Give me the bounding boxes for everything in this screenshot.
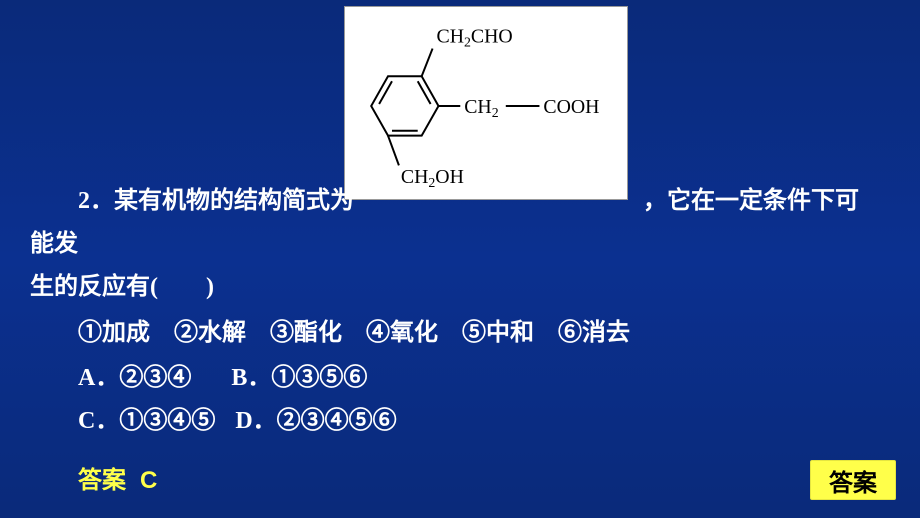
- answer-value: C: [140, 467, 157, 494]
- svg-text:CH2CHO: CH2CHO: [437, 26, 513, 50]
- answer-line: 答案 C: [30, 459, 880, 502]
- stem-before: ．某有机物的结构简式为: [90, 188, 354, 214]
- choice-row-1: A．②③④ B．①③⑤⑥: [30, 357, 880, 400]
- choice-row-2: C．①③④⑤ D．②③④⑤⑥: [30, 400, 880, 443]
- svg-text:CH2: CH2: [464, 96, 498, 120]
- question-content: 2．某有机物的结构简式为，它在一定条件下可能发 生的反应有( ) ①加成 ②水解…: [30, 180, 880, 502]
- numbered-options: ①加成 ②水解 ③酯化 ④氧化 ⑤中和 ⑥消去: [30, 312, 880, 355]
- choice-a: A．②③④: [78, 365, 191, 391]
- answer-button-label: 答案: [829, 463, 877, 498]
- answer-label: 答案: [78, 467, 126, 494]
- choice-b: B．①③⑤⑥: [231, 365, 367, 391]
- benzene-structure: CH2CHO CH2 COOH CH2OH: [345, 7, 627, 199]
- choice-d: D．②③④⑤⑥: [235, 408, 396, 434]
- choice-c: C．①③④⑤: [78, 408, 215, 434]
- question-stem-line2: 生的反应有( ): [30, 266, 880, 309]
- svg-text:COOH: COOH: [543, 96, 599, 118]
- question-number: 2: [78, 188, 90, 214]
- chemical-structure-box: CH2CHO CH2 COOH CH2OH: [344, 6, 628, 200]
- question-stem-line1: 2．某有机物的结构简式为，它在一定条件下可能发: [30, 180, 880, 266]
- answer-button[interactable]: 答案: [810, 460, 896, 500]
